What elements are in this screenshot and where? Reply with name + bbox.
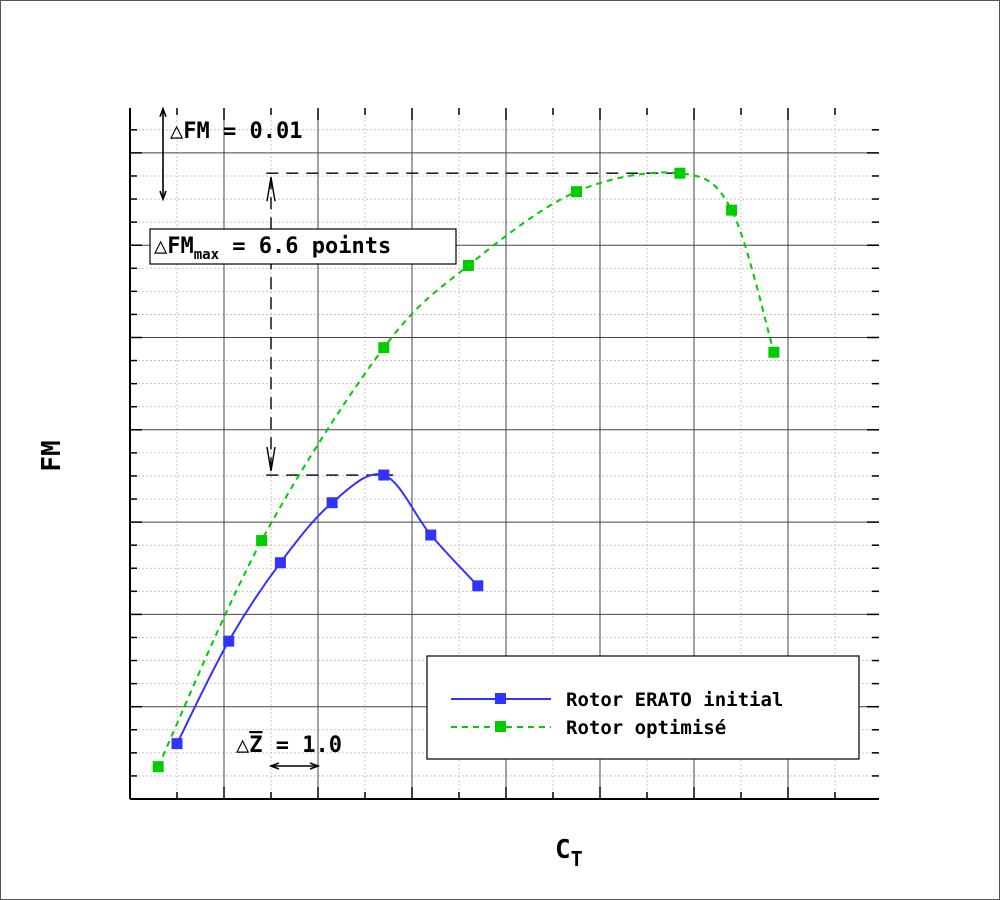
- dz-scale-arrow-head-right: [309, 762, 321, 770]
- data-point-1: [571, 186, 582, 198]
- annotations: [159, 106, 680, 770]
- data-point-1: [152, 761, 164, 773]
- dfm-max-label: △FMmax = 6.6 points: [154, 234, 391, 263]
- dfm-max-box: [149, 228, 457, 265]
- data-series: [152, 167, 780, 773]
- data-point-0: [425, 529, 437, 541]
- legend: Rotor ERATO initial Rotor optimisé: [426, 655, 860, 760]
- data-point-0: [378, 469, 390, 481]
- dfm-max-arrow-head-top: [266, 177, 276, 202]
- legend-marker-optimised: [495, 721, 506, 732]
- dz-scale-arrow-head-left: [268, 762, 280, 770]
- data-point-0: [223, 635, 235, 647]
- dz-scale-label: △Z = 1.0: [236, 733, 342, 758]
- data-point-1: [768, 346, 780, 358]
- dfm-max-arrow-head-bottom: [266, 446, 276, 472]
- data-point-1: [674, 167, 686, 179]
- x-axis-title: CT: [555, 835, 583, 871]
- data-point-0: [472, 580, 484, 592]
- legend-label-optimised: Rotor optimisé: [566, 717, 726, 739]
- data-point-1: [256, 535, 268, 547]
- data-point-0: [274, 557, 286, 569]
- dfm-scale-arrow-head-bottom: [159, 190, 167, 202]
- legend-marker-initial: [495, 693, 506, 704]
- data-point-1: [462, 260, 474, 272]
- data-point-1: [378, 342, 390, 354]
- series-line-1: [157, 171, 775, 768]
- dfm-scale-label: △FM = 0.01: [170, 119, 302, 144]
- data-point-0: [326, 497, 338, 509]
- legend-label-initial: Rotor ERATO initial: [566, 689, 783, 711]
- legend-box: [426, 655, 860, 760]
- y-axis-title: FM: [37, 440, 67, 471]
- data-point-1: [726, 204, 738, 216]
- axis-ticks: [129, 108, 879, 800]
- data-point-0: [171, 738, 183, 750]
- dfm-scale-arrow-head-top: [159, 106, 167, 118]
